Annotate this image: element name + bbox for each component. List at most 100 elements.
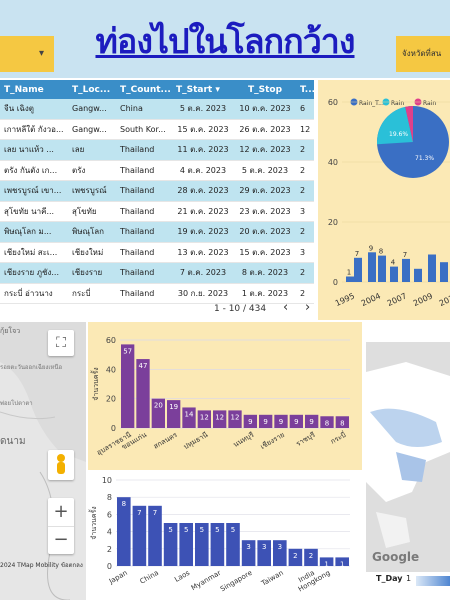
bar [182,407,196,428]
table-cell: ตรัง กันตัง เก... [0,160,68,181]
table-cell: เชียงราย [68,262,116,284]
table-row[interactable]: จีน เฉิงตู Gangw... China 5 ต.ค. 2023 10 ต.ค… [0,99,314,120]
table-row[interactable]: กระบี่ อ่าวนาง กระบี่ Thailand 30 ก.ย. 2023… [0,283,314,304]
table-cell: สุโขทัย นาคี... [0,201,68,222]
table-cell: 6 [296,99,314,120]
bar [304,548,318,566]
y-tick-label: 10 [102,476,112,485]
bar [195,523,209,566]
table-cell: 23 ต.ค. 2023 [234,201,296,222]
column-header-country[interactable]: T_Count... [116,80,172,99]
left-map[interactable]: กุ้ยโจว รอยตะวันออกเฉียงเหนือ พ่อยโปตาตา… [0,322,86,600]
pie-slice-pink [405,106,413,142]
y-axis-label: จำนวนครั้ง [89,367,100,400]
bar [289,414,303,428]
y-tick-label: 0 [111,424,116,433]
table-row[interactable]: สุโขทัย นาคี... สุโขทัย Thailand 21 ต.ค. 20… [0,201,314,222]
country-chart-panel: 10 8 6 4 2 0 จำนวนครั้ง 8 Japan 7 7 China 5 5 Laos 5 5 My… [87,474,362,600]
y-tick-label: 0 [333,278,338,287]
bar-value-label: 8 [122,500,126,508]
column-header-location[interactable]: T_Loc... [68,80,116,99]
table-cell: พิษณุโลก ม... [0,221,68,243]
right-map[interactable]: Google [366,342,450,572]
bar-value-label: 12 [215,413,224,421]
rain-bar [390,266,398,282]
bar [305,414,319,428]
zoom-out-button[interactable]: − [48,526,74,555]
table-row[interactable]: เพชรบูรณ์ เขา... เพชรบูรณ์ Thailand 28 ต.ค.… [0,180,314,202]
bar-value-label: 3 [278,543,282,551]
bar-value-label: 57 [123,347,132,355]
table-cell: Thailand [116,262,172,284]
rain-bar [428,254,436,282]
x-tick-label: Laos [173,569,191,584]
rain-bar [414,268,422,282]
table-cell: Thailand [116,242,172,263]
table-row[interactable]: เกาหลีใต้ กังวอ... Gangw... South Kor... 15… [0,119,314,140]
bar [167,400,181,428]
map-terms-link[interactable]: ข้อตกลง [60,562,83,569]
bar [197,410,211,428]
bar-value-label: 1 [340,560,344,568]
bar-value-label: 9 [294,418,298,426]
table-row[interactable]: ตรัง กันตัง เก... ตรัง Thailand 4 ต.ค. 2023… [0,160,314,181]
bar-value-label: 7 [355,250,359,258]
bar-value-label: 4 [391,259,396,267]
bar [213,410,227,428]
world-map-terrain [366,362,450,548]
color-scale-label: T_Day [376,574,403,583]
y-tick-label: 2 [107,545,112,554]
prev-page-button[interactable]: ‹ [282,300,289,315]
zoom-in-button[interactable]: + [53,501,69,522]
bar-value-label: 12 [231,413,240,421]
x-tick-label: 2012 [438,291,450,308]
table-cell: Gangw... [68,99,116,120]
zoom-controls: + − [48,498,74,554]
bar [163,523,178,566]
pie-percent-label: 19.6% [389,131,408,138]
table-row[interactable]: พิษณุโลก ม... พิษณุโลก Thailand 19 ต.ค. 202… [0,221,314,243]
table-cell: 26 ต.ค. 2023 [234,119,296,140]
table-row[interactable]: เชียงใหม่ สะเ... เชียงใหม่ Thailand 13 ต.ค.… [0,242,314,263]
trips-table: T_Name T_Loc... T_Count... T_Start ▾ T_S… [0,80,314,320]
x-tick-label: 2004 [360,291,382,308]
bar-value-label: 7 [153,509,157,517]
map-attribution: 2024 TMap Mobility ข้อตกลง [0,560,83,570]
table-row[interactable]: เลย นาแห้ว ... เลย Thailand 11 ต.ค. 2023 12 … [0,139,314,161]
fullscreen-button[interactable]: ⛶ [48,330,74,356]
bar [335,557,349,566]
bar [210,523,225,566]
rain-chart-panel: Rain_T... Rain Rain 60 40 20 0 1 7 9 8 4 7 19.6% 71.3… [318,80,450,320]
filter-dropdown-left[interactable]: ▾ [0,36,54,72]
y-tick-label: 20 [106,395,116,404]
street-view-pegman-icon[interactable] [48,450,74,480]
bar-value-label: 3 [246,543,250,551]
bar-value-label: 2 [293,552,297,560]
bar [136,359,150,428]
table-cell: 19 ต.ค. 2023 [172,221,234,243]
bar-value-label: 47 [139,362,148,370]
table-cell: Thailand [116,160,172,181]
table-cell: Thailand [116,180,172,202]
column-header-days[interactable]: T... [296,80,314,99]
x-tick-label: China [139,569,160,586]
bar [320,416,334,428]
y-axis-label: จำนวนครั้ง [88,506,98,539]
bar [226,523,240,566]
column-header-start[interactable]: T_Start ▾ [172,80,234,99]
x-tick-label: ปทุมธานี [182,431,209,451]
table-cell: 1 ต.ค. 2023 [234,283,296,304]
table-cell: ตรัง [68,160,116,181]
bar [148,505,162,566]
table-cell: 12 ต.ค. 2023 [234,139,296,161]
y-tick-label: 0 [107,562,112,571]
column-header-name[interactable]: T_Name [0,80,68,99]
rain-bar [368,252,376,282]
column-header-stop[interactable]: T_Stop [234,80,296,99]
table-row[interactable]: เชียงราย ภูชัง... เชียงราย Thailand 7 ต.ค. … [0,262,314,284]
province-filter-dropdown[interactable]: จังหวัดที่สน [396,36,450,72]
table-cell: 15 ต.ค. 2023 [234,242,296,263]
table-cell: เชียงราย ภูชัง... [0,262,68,284]
rain-bar [346,276,354,282]
next-page-button[interactable]: › [305,300,311,315]
